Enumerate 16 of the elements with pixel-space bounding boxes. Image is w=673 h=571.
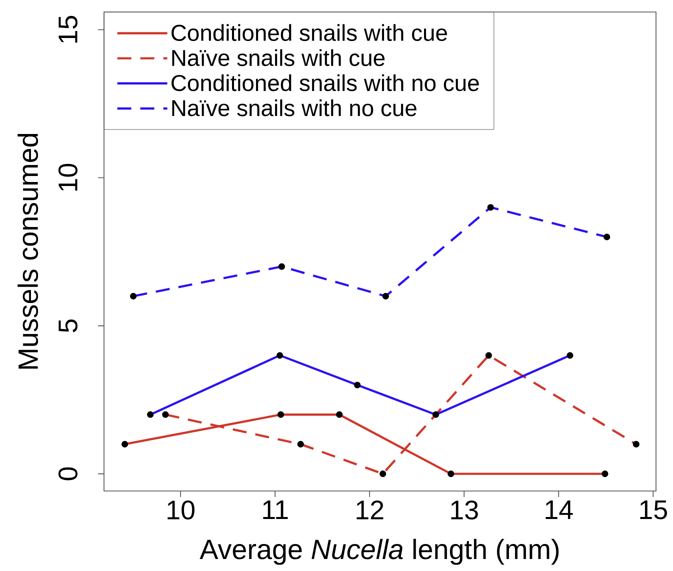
x-tick-label: 11 <box>263 500 288 520</box>
y-tick-label: 5 <box>58 319 78 332</box>
y-tick-label: 10 <box>58 164 78 191</box>
x-tick-label: 14 <box>546 500 573 520</box>
y-axis-title: Mussels consumed <box>18 134 38 369</box>
legend-label: Conditioned snails with no cue <box>172 74 479 92</box>
x-axis-title: Average Nucella length (mm) <box>200 538 559 565</box>
legend-label: Conditioned snails with cue <box>172 24 447 41</box>
legend-label: Naïve snails with no cue <box>172 99 416 116</box>
x-tick-label: 13 <box>451 500 478 520</box>
y-tick-label: 15 <box>58 16 78 43</box>
x-tick-label: 12 <box>356 500 384 520</box>
legend-label: Naïve snails with cue <box>172 49 385 66</box>
x-tick-label: 10 <box>168 500 194 520</box>
y-tick-label: 0 <box>58 467 78 480</box>
x-tick-label: 15 <box>640 500 667 520</box>
